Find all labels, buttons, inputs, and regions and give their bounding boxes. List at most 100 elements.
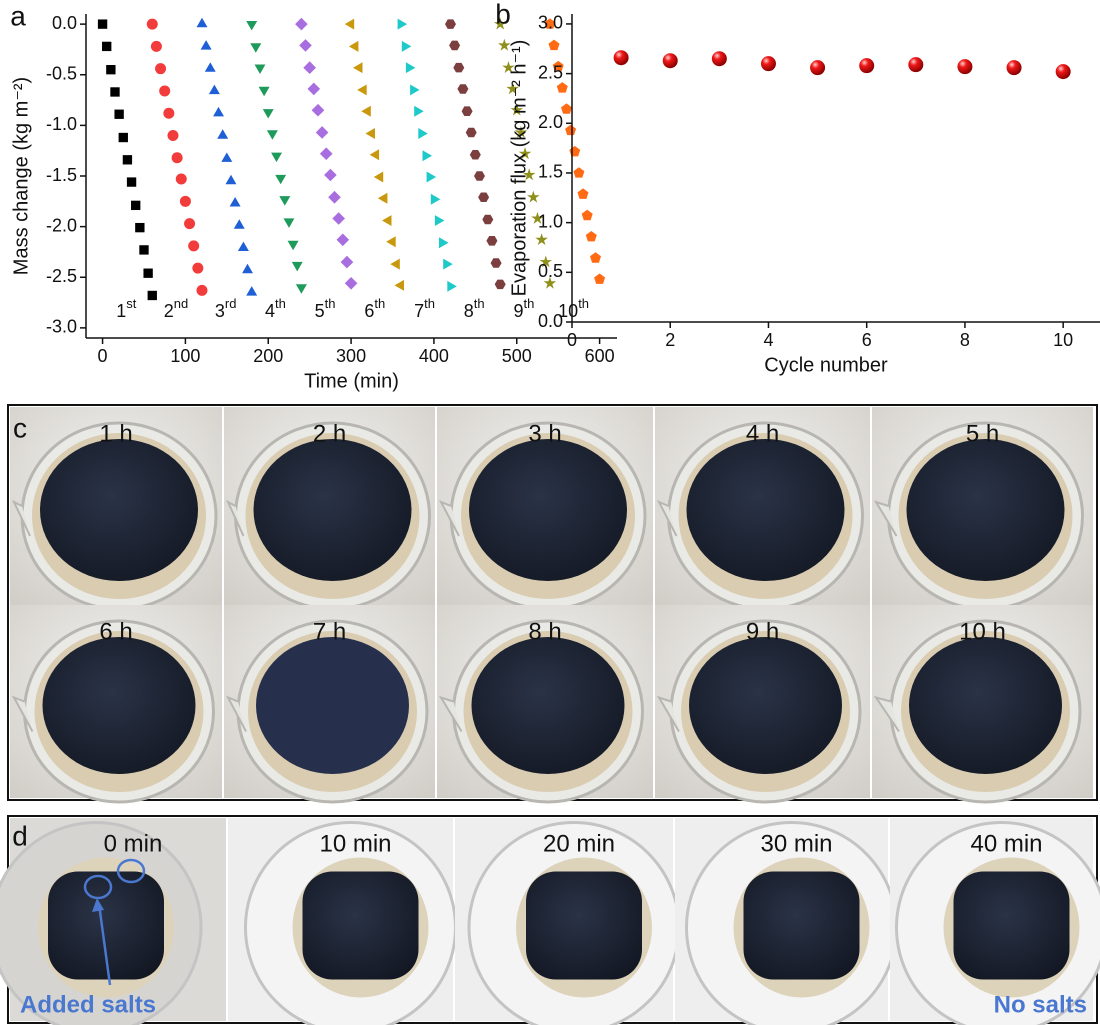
data-point: [139, 245, 148, 254]
data-point: [582, 210, 593, 221]
data-point: [431, 194, 441, 205]
photo-label: 20 min: [543, 830, 615, 857]
data-point: [184, 218, 195, 229]
data-point: [147, 19, 158, 30]
data-point: [176, 174, 187, 185]
data-point: [259, 87, 270, 97]
data-point: [246, 286, 257, 296]
data-point: [453, 63, 464, 73]
data-point: [449, 41, 460, 51]
x-tick-label: 10: [1053, 330, 1073, 350]
data-point: [197, 18, 208, 28]
series-label: 3rd: [215, 296, 237, 320]
y-tick-label: 0.0: [52, 13, 77, 33]
data-point: [151, 41, 162, 52]
data-point: [418, 128, 428, 139]
data-point: [1007, 60, 1022, 75]
sample: [526, 872, 642, 980]
data-point: [163, 108, 174, 119]
data-point: [284, 218, 295, 228]
sample: [744, 872, 860, 980]
data-point: [470, 150, 481, 160]
photo-label: 5 h: [966, 420, 999, 447]
data-point: [474, 171, 485, 181]
data-point: [271, 153, 282, 163]
data-point: [535, 233, 548, 245]
x-tick-label: 200: [253, 346, 283, 366]
y-tick-label: -2.5: [46, 266, 77, 286]
data-point: [586, 231, 597, 241]
data-point: [295, 18, 308, 31]
y-tick-label: -1.5: [46, 165, 77, 185]
data-point: [447, 281, 457, 292]
data-point: [378, 193, 388, 204]
data-point: [172, 152, 183, 163]
y-tick-label: 1.0: [538, 211, 563, 231]
data-point: [296, 284, 307, 294]
panel-label: b: [495, 0, 511, 29]
photo-label: 30 min: [760, 830, 832, 857]
x-tick-label: 100: [170, 346, 200, 366]
panel-label: c: [13, 412, 27, 443]
x-tick-label: 600: [585, 346, 615, 366]
sample: [254, 439, 412, 581]
data-point: [192, 263, 203, 274]
sample: [40, 439, 198, 581]
data-point: [234, 219, 245, 229]
photo-label: 8 h: [528, 618, 561, 645]
data-point: [205, 62, 216, 71]
data-point: [98, 19, 107, 28]
y-tick-label: -1.0: [46, 114, 77, 134]
data-point: [557, 82, 568, 93]
sample: [909, 637, 1062, 774]
data-point: [320, 147, 333, 160]
data-point: [159, 85, 170, 96]
data-point: [414, 106, 424, 117]
sample: [43, 637, 196, 774]
y-tick-label: 2.0: [538, 112, 563, 132]
data-point: [549, 40, 560, 51]
data-point: [337, 234, 350, 247]
data-point: [712, 51, 727, 66]
series-label: 7th: [414, 296, 435, 320]
photo-label: 10 h: [959, 618, 1006, 645]
sample: [469, 439, 627, 581]
data-point: [275, 175, 286, 184]
data-point: [196, 285, 207, 296]
data-point: [565, 125, 576, 135]
data-point: [167, 130, 178, 141]
x-axis-label: Time (min): [304, 370, 399, 392]
data-point: [594, 274, 605, 284]
x-tick-label: 4: [763, 330, 773, 350]
y-axis-label: Evaporation flux (kg m⁻² h⁻¹): [508, 40, 530, 297]
data-point: [324, 169, 337, 182]
data-point: [370, 149, 380, 160]
photo-label: 4 h: [746, 420, 779, 447]
data-point: [1056, 64, 1071, 79]
data-point: [308, 83, 321, 96]
data-point: [663, 53, 678, 68]
annotation: No salts: [994, 991, 1087, 1018]
data-point: [332, 212, 345, 225]
data-point: [238, 242, 249, 251]
data-point: [303, 61, 316, 74]
annotation: Added salts: [20, 991, 156, 1018]
data-point: [573, 167, 584, 177]
data-point: [226, 175, 237, 185]
data-point: [386, 236, 396, 247]
data-point: [374, 172, 383, 183]
data-point: [445, 19, 456, 29]
data-point: [263, 109, 274, 118]
series-label: 4th: [265, 296, 286, 320]
data-point: [466, 128, 477, 138]
sample: [907, 439, 1065, 581]
data-point: [292, 262, 303, 272]
x-tick-label: 8: [960, 330, 970, 350]
photo-label: 0 min: [104, 830, 163, 857]
x-tick-label: 0: [567, 330, 577, 350]
data-point: [180, 196, 191, 207]
data-point: [143, 269, 152, 278]
photo-label: 3 h: [528, 420, 561, 447]
data-point: [495, 280, 506, 290]
series-label: 8th: [464, 296, 485, 320]
